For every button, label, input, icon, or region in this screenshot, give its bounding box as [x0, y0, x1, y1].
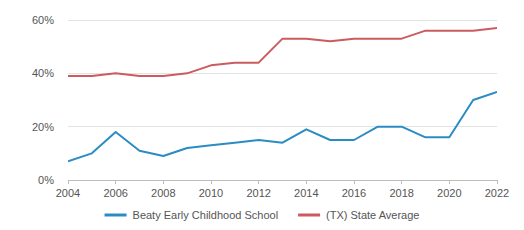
series-lines	[68, 28, 497, 161]
x-tick	[115, 180, 116, 184]
series-line	[68, 28, 497, 76]
grid-line	[68, 73, 497, 74]
x-tick-label: 2010	[199, 187, 223, 199]
y-tick-label: 40%	[32, 67, 54, 79]
x-tick-label: 2006	[103, 187, 127, 199]
x-tick-label: 2020	[437, 187, 461, 199]
x-tick	[68, 180, 69, 184]
legend-label: Beaty Early Childhood School	[133, 209, 279, 221]
x-tick-label: 2016	[342, 187, 366, 199]
grid-line	[68, 126, 497, 127]
legend-swatch	[298, 214, 320, 217]
x-tick-label: 2022	[485, 187, 509, 199]
x-tick-label: 2012	[246, 187, 270, 199]
y-tick-label: 60%	[32, 14, 54, 26]
y-tick-label: 0%	[38, 174, 54, 186]
x-tick	[163, 180, 164, 184]
chart: 0% 20% 40% 60% 2004 2006 2008 2010 2012 2014 2016 2…	[0, 0, 524, 230]
y-tick-label: 20%	[32, 121, 54, 133]
x-tick	[497, 180, 498, 184]
grid	[68, 20, 497, 180]
x-tick	[401, 180, 402, 184]
x-tick	[354, 180, 355, 184]
x-tick	[306, 180, 307, 184]
grid-line	[68, 180, 497, 181]
legend: Beaty Early Childhood School (TX) State A…	[105, 209, 420, 221]
x-tick	[449, 180, 450, 184]
x-tick	[211, 180, 212, 184]
legend-swatch	[105, 214, 127, 217]
series-line	[68, 92, 497, 161]
x-tick-label: 2014	[294, 187, 318, 199]
grid-line	[68, 20, 497, 21]
legend-label: (TX) State Average	[326, 209, 419, 221]
x-tick-label: 2018	[389, 187, 413, 199]
x-tick-label: 2004	[56, 187, 80, 199]
x-tick	[258, 180, 259, 184]
x-tick-label: 2008	[151, 187, 175, 199]
